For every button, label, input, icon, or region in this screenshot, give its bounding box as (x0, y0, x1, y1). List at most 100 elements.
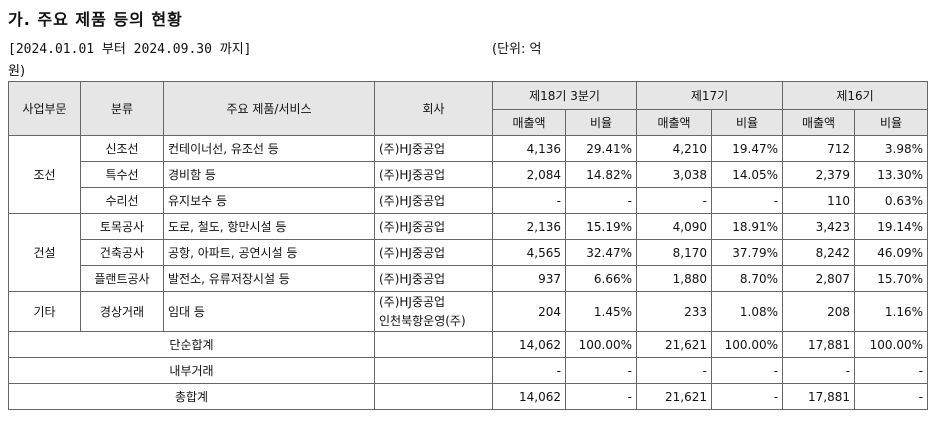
product-cell: 발전소, 유류저장시설 등 (163, 265, 375, 292)
value-cell: - (636, 187, 713, 214)
value-cell: - (564, 187, 638, 214)
value-cell: 2,136 (492, 213, 566, 240)
value-cell: 17,881 (782, 383, 856, 410)
company-cell: (주)HJ중공업 (374, 265, 493, 292)
value-cell: 1.45% (564, 291, 638, 332)
value-cell: 15.19% (564, 213, 638, 240)
value-cell: 0.63% (854, 187, 929, 214)
value-cell: 1.08% (711, 291, 784, 332)
value-cell: 1.16% (854, 291, 929, 332)
total-row: 단순합계 14,062 100.00% 21,621 100.00% 17,88… (8, 331, 929, 358)
product-cell: 유지보수 등 (163, 187, 375, 214)
company-line-2: 인천북항운영(주) (379, 313, 466, 328)
header-ratio: 비율 (711, 109, 784, 136)
value-cell: - (711, 187, 784, 214)
page-title: 가. 주요 제품 등의 현황 (8, 10, 183, 29)
header-sales: 매출액 (782, 109, 856, 136)
empty-cell (374, 383, 493, 410)
group-other: 기타 (8, 291, 81, 332)
value-cell: 937 (492, 265, 566, 292)
report-period: [2024.01.01 부터 2024.09.30 까지] (8, 42, 252, 57)
value-cell: 29.41% (564, 135, 638, 162)
total-label: 총합계 (8, 383, 375, 410)
company-cell: (주)HJ중공업 (374, 161, 493, 188)
value-cell: 2,084 (492, 161, 566, 188)
value-cell: 14,062 (492, 383, 566, 410)
company-cell: (주)HJ중공업 (374, 213, 493, 240)
total-row: 내부거래 - - - - - - (8, 357, 929, 384)
table-row: 플랜트공사 발전소, 유류저장시설 등 (주)HJ중공업 937 6.66% 1… (9, 265, 929, 292)
header-ratio: 비율 (564, 109, 638, 136)
value-cell: - (492, 187, 566, 214)
value-cell: 208 (782, 291, 856, 332)
group-shipbuilding: 조선 (8, 135, 81, 214)
value-cell: - (636, 357, 713, 384)
company-cell: (주)HJ중공업 (374, 239, 493, 266)
value-cell: 712 (782, 135, 856, 162)
table-row: 특수선 경비함 등 (주)HJ중공업 2,084 14.82% 3,038 14… (9, 161, 929, 188)
group-construction: 건설 (8, 213, 81, 292)
category-cell: 특수선 (80, 161, 164, 188)
category-cell: 경상거래 (80, 291, 164, 332)
value-cell: 4,090 (636, 213, 713, 240)
value-cell: 18.91% (711, 213, 784, 240)
value-cell: - (711, 357, 784, 384)
value-cell: 17,881 (782, 331, 856, 358)
table-row: 조선 신조선 컨테이너선, 유조선 등 (주)HJ중공업 4,136 29.41… (8, 135, 929, 214)
value-cell: - (854, 383, 929, 410)
product-cell: 경비함 등 (163, 161, 375, 188)
value-cell: - (492, 357, 566, 384)
total-label: 내부거래 (8, 357, 375, 384)
header-sales: 매출액 (492, 109, 566, 136)
total-label: 단순합계 (8, 331, 375, 358)
header-product: 주요 제품/서비스 (163, 81, 375, 136)
value-cell: 21,621 (636, 331, 713, 358)
header-category: 분류 (80, 81, 164, 136)
value-cell: 19.14% (854, 213, 929, 240)
value-cell: 8,242 (782, 239, 856, 266)
product-cell: 임대 등 (163, 291, 375, 332)
value-cell: 110 (782, 187, 856, 214)
value-cell: 19.47% (711, 135, 784, 162)
value-cell: 100.00% (854, 331, 929, 358)
empty-cell (374, 357, 493, 384)
value-cell: 3.98% (854, 135, 929, 162)
value-cell: - (782, 357, 856, 384)
value-cell: 4,136 (492, 135, 566, 162)
value-cell: 100.00% (711, 331, 784, 358)
value-cell: 2,379 (782, 161, 856, 188)
product-cell: 컨테이너선, 유조선 등 (163, 135, 375, 162)
value-cell: 21,621 (636, 383, 713, 410)
product-cell: 도로, 철도, 항만시설 등 (163, 213, 375, 240)
category-cell: 플랜트공사 (80, 265, 164, 292)
header-business: 사업부문 (8, 81, 81, 136)
value-cell: 14,062 (492, 331, 566, 358)
value-cell: 233 (636, 291, 713, 332)
company-cell: (주)HJ중공업 (374, 187, 493, 214)
company-cell: (주)HJ중공업 인천북항운영(주) (374, 291, 493, 332)
header-period-17: 제17기 (636, 81, 784, 110)
table-row: 수리선 유지보수 등 (주)HJ중공업 - - - - 110 0.63% (9, 187, 929, 214)
header-period-16: 제16기 (782, 81, 929, 110)
category-cell: 토목공사 (80, 213, 164, 240)
value-cell: - (564, 357, 638, 384)
empty-cell (374, 331, 493, 358)
total-row: 총합계 14,062 - 21,621 - 17,881 - (8, 383, 929, 410)
company-cell: (주)HJ중공업 (374, 135, 493, 162)
value-cell: 32.47% (564, 239, 638, 266)
value-cell: 3,423 (782, 213, 856, 240)
header-ratio: 비율 (854, 109, 929, 136)
header-company: 회사 (374, 81, 493, 136)
unit-label: (단위: 억 (492, 42, 542, 57)
value-cell: 8.70% (711, 265, 784, 292)
value-cell: 6.66% (564, 265, 638, 292)
category-cell: 신조선 (80, 135, 164, 162)
products-table: 사업부문 분류 주요 제품/서비스 회사 제18기 3분기 제17기 제16기 … (8, 81, 929, 410)
value-cell: - (711, 383, 784, 410)
table-row: 기타 경상거래 임대 등 (주)HJ중공업 인천북항운영(주) 204 1.45… (8, 291, 929, 332)
product-cell: 공항, 아파트, 공연시설 등 (163, 239, 375, 266)
header-sales: 매출액 (636, 109, 713, 136)
category-cell: 수리선 (80, 187, 164, 214)
value-cell: - (564, 383, 638, 410)
company-line-1: (주)HJ중공업 (379, 294, 446, 309)
